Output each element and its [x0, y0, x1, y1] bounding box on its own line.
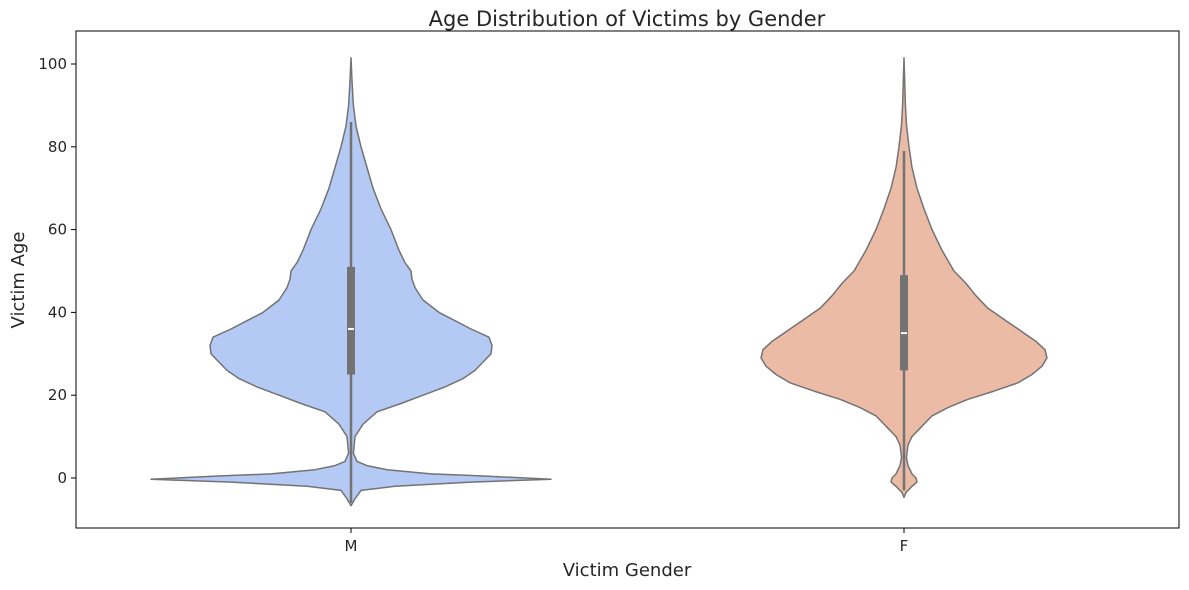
y-tick-label: 0	[57, 469, 67, 487]
iqr-box	[347, 266, 355, 375]
plot-frame	[75, 30, 1180, 529]
y-axis-title: Victim Age	[8, 232, 29, 329]
x-tick-label: F	[900, 537, 909, 555]
violin-m	[150, 57, 552, 507]
x-axis-title: Victim Gender	[563, 560, 692, 581]
iqr-box	[900, 275, 908, 371]
y-tick-label: 100	[38, 55, 67, 73]
y-tick-label: 80	[48, 138, 67, 156]
x-tick-label: M	[345, 537, 358, 555]
violins-layer	[150, 57, 1048, 507]
y-tick-label: 40	[48, 303, 67, 321]
y-axis: 0 20 40 60 80 100	[38, 55, 76, 487]
y-tick-label: 60	[48, 221, 67, 239]
chart-title: Age Distribution of Victims by Gender	[429, 7, 826, 31]
violin-f	[760, 57, 1048, 499]
y-tick-label: 20	[48, 386, 67, 404]
